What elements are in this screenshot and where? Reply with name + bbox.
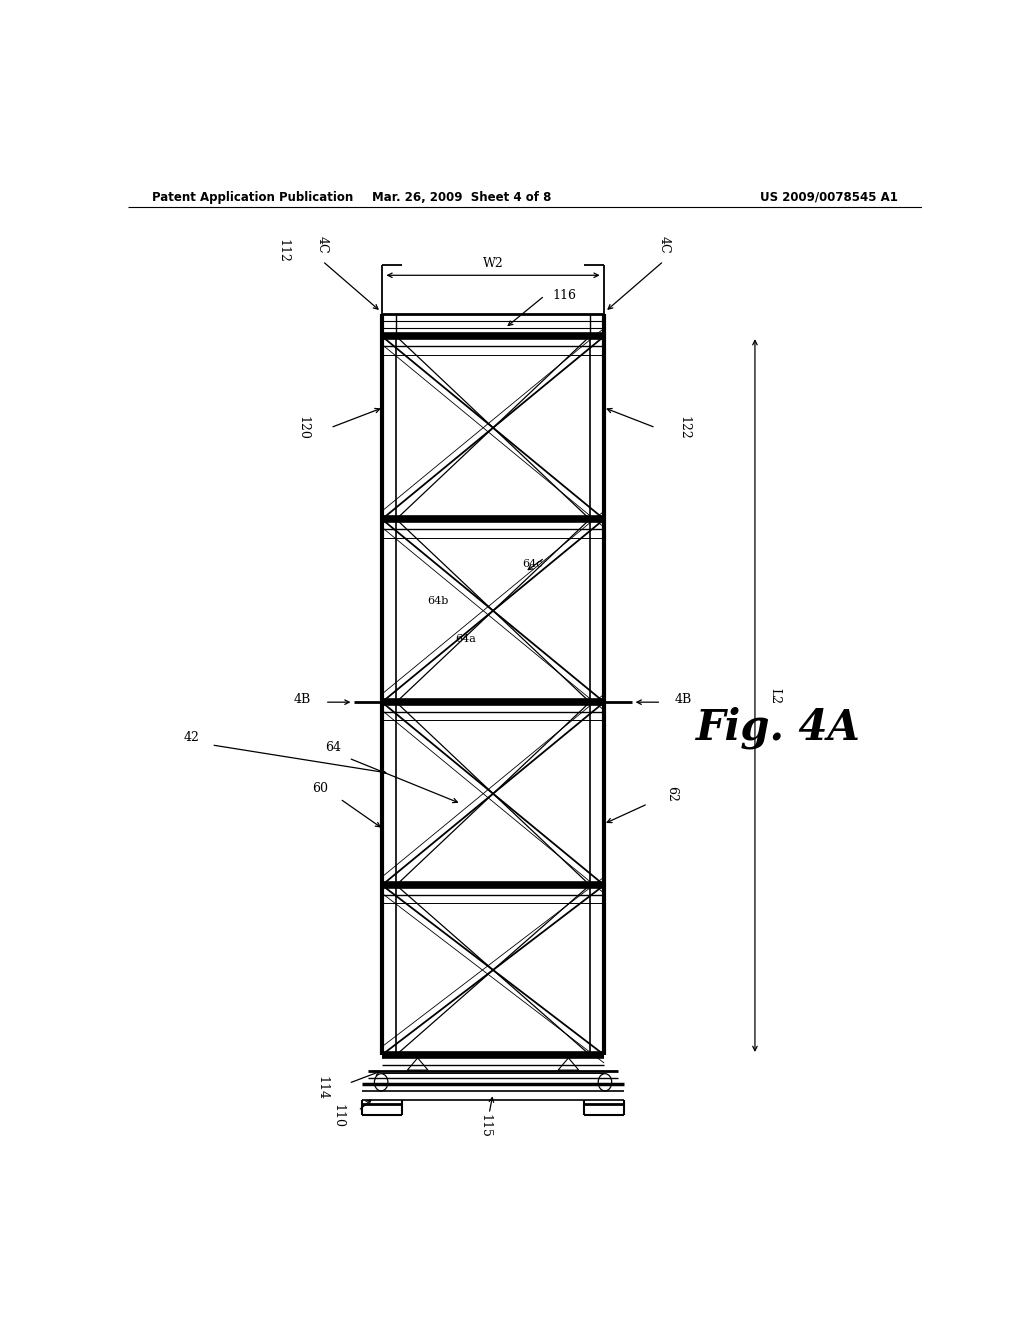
- Text: 4B: 4B: [294, 693, 311, 706]
- Text: 60: 60: [312, 781, 328, 795]
- Text: Fig. 4A: Fig. 4A: [696, 706, 861, 748]
- Text: Patent Application Publication: Patent Application Publication: [152, 190, 353, 203]
- Text: 4B: 4B: [675, 693, 692, 706]
- Text: 116: 116: [553, 289, 577, 302]
- Text: 42: 42: [183, 731, 200, 744]
- Text: 4C: 4C: [316, 236, 329, 253]
- Text: L2: L2: [768, 688, 781, 704]
- Text: 64a: 64a: [455, 634, 476, 644]
- Text: 64b: 64b: [427, 595, 449, 606]
- Text: Mar. 26, 2009  Sheet 4 of 8: Mar. 26, 2009 Sheet 4 of 8: [372, 190, 551, 203]
- Text: 120: 120: [296, 416, 309, 440]
- Text: W2: W2: [482, 256, 504, 269]
- Text: 115: 115: [478, 1114, 492, 1138]
- Text: 4C: 4C: [657, 236, 670, 253]
- Text: 122: 122: [677, 416, 690, 440]
- Text: 62: 62: [666, 785, 678, 801]
- Text: 114: 114: [316, 1076, 329, 1101]
- Text: 64: 64: [325, 742, 341, 755]
- Text: 112: 112: [276, 239, 289, 263]
- Text: US 2009/0078545 A1: US 2009/0078545 A1: [760, 190, 898, 203]
- Text: 64c: 64c: [522, 558, 543, 569]
- Text: 110: 110: [332, 1104, 345, 1127]
